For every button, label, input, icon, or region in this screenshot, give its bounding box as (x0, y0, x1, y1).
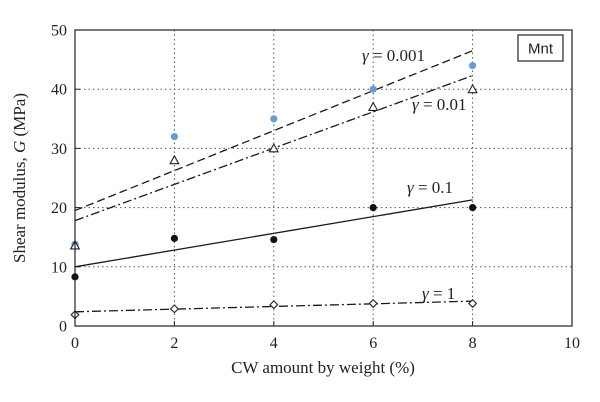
series-label-2: γ = 0.01 (412, 95, 467, 114)
y-tick-label: 10 (51, 259, 67, 276)
y-axis-title: Shear modulus, G (MPa) (10, 93, 29, 263)
data-point-series-4 (368, 298, 378, 309)
series-label-value: = 0.1 (414, 178, 453, 197)
gamma-symbol: γ (362, 46, 370, 65)
data-point-series-1 (369, 85, 377, 93)
data-point-series-3 (369, 204, 377, 212)
mnt-legend-box: Mnt (517, 34, 564, 62)
data-point-series-2 (367, 101, 379, 111)
series-label-3: γ = 0.1 (407, 178, 453, 197)
gamma-symbol: γ (407, 178, 415, 197)
mnt-label: Mnt (528, 41, 554, 58)
y-axis-title-prefix: Shear modulus, (10, 153, 29, 263)
y-axis-title-suffix: (MPa) (10, 93, 29, 141)
y-tick-label: 30 (51, 141, 67, 158)
gamma-symbol: γ (422, 284, 430, 303)
data-point-series-1 (469, 61, 477, 70)
x-tick-label: 6 (369, 335, 377, 352)
data-point-series-1 (270, 115, 278, 123)
data-point-series-1 (170, 132, 178, 141)
fit-line-series-3 (74, 199, 473, 268)
data-point-series-2 (467, 83, 478, 94)
grid (75, 30, 572, 326)
y-tick-label: 20 (51, 200, 67, 217)
x-axis-title: CW amount by weight (%) (231, 358, 415, 377)
y-tick-label: 50 (51, 23, 67, 40)
x-tick-label: 2 (170, 335, 178, 352)
series-label-value: = 0.01 (419, 95, 467, 114)
series-label-value: = 1 (429, 284, 456, 303)
axis-ticks: 0 2 4 6 8 10 0 10 20 30 40 50 (51, 23, 580, 353)
data-point-series-4 (468, 298, 478, 309)
data-point-series-4 (169, 304, 179, 314)
series-label-value: = 0.001 (369, 46, 425, 65)
series-label-1: γ = 0.001 (362, 46, 425, 65)
y-tick-label: 0 (59, 319, 67, 336)
y-tick-label: 40 (51, 82, 67, 99)
series-label-4: γ = 1 (422, 284, 455, 303)
data-point-series-3 (469, 204, 477, 212)
data-point-series-3 (170, 234, 178, 242)
fit-line-series-4 (74, 300, 473, 313)
data-point-series-2 (169, 154, 180, 165)
data-point-series-4 (269, 300, 279, 310)
x-tick-label: 0 (71, 335, 79, 352)
y-axis-title-var: G (10, 141, 29, 153)
x-tick-label: 10 (564, 335, 580, 352)
plot-frame (74, 29, 573, 327)
x-tick-label: 8 (469, 335, 477, 352)
data-point-series-2 (268, 142, 280, 153)
x-tick-label: 4 (270, 335, 278, 352)
data-point-series-3 (270, 235, 278, 244)
gamma-symbol: γ (412, 95, 420, 114)
